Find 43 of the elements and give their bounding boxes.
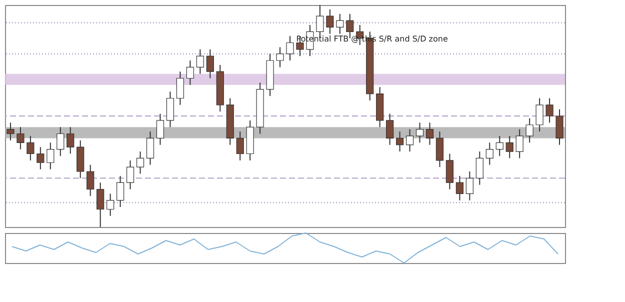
candlestick [106, 193, 114, 216]
candlestick [166, 91, 174, 128]
candlestick [56, 126, 64, 156]
candlestick [396, 131, 404, 152]
candlestick [116, 175, 124, 208]
candlestick [446, 153, 454, 190]
candlestick [546, 98, 554, 124]
candlestick [386, 113, 394, 146]
candlestick [66, 126, 74, 154]
candlestick [286, 36, 294, 61]
candlestick [46, 142, 54, 170]
candlestick [276, 46, 284, 68]
candlestick [36, 146, 44, 170]
candlestick [466, 171, 474, 201]
candlestick [336, 13, 344, 34]
candlestick [26, 135, 34, 161]
candlestick [196, 48, 204, 74]
candlestick [406, 128, 414, 152]
candlestick [206, 48, 214, 79]
candlestick [506, 135, 514, 159]
candlestick [516, 128, 524, 159]
candlestick [146, 131, 154, 166]
candlestick [486, 142, 494, 166]
candlestick [416, 122, 424, 144]
candlestick [426, 122, 434, 146]
candlestick [526, 118, 534, 144]
candlestick [326, 8, 334, 34]
candlestick [16, 126, 24, 150]
candlestick [86, 164, 94, 196]
candlestick [176, 71, 184, 106]
candlestick [156, 113, 164, 146]
candlestick [476, 151, 484, 186]
candlestick [126, 160, 134, 190]
candlestick [6, 122, 14, 141]
candlestick [96, 182, 104, 228]
candlestick [496, 135, 504, 156]
candlestick [236, 131, 244, 161]
candlestick [186, 60, 194, 86]
candlestick [536, 98, 544, 132]
candlestick [556, 108, 564, 146]
candlestick [136, 151, 144, 174]
candlestick [436, 131, 444, 168]
candlestick [456, 175, 464, 201]
